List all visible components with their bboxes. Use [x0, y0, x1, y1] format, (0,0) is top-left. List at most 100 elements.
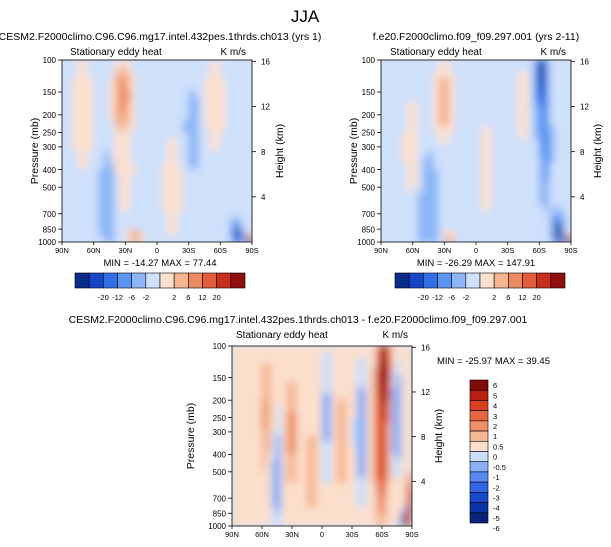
field-cell: [77, 223, 84, 231]
field-cell: [241, 483, 248, 491]
field-cell: [538, 150, 546, 158]
field-cell: [528, 65, 535, 73]
field-cell: [219, 168, 227, 176]
field-cell: [406, 199, 414, 207]
field-cell: [77, 217, 84, 225]
field-cell: [356, 387, 363, 395]
field-cell: [246, 507, 253, 515]
field-cell: [417, 144, 424, 152]
field-cell: [311, 513, 318, 521]
field-cell: [401, 393, 408, 401]
field-cell: [232, 375, 238, 383]
field-cell: [386, 387, 393, 395]
field-cell: [311, 435, 318, 443]
field-cell: [301, 381, 308, 389]
field-cell: [82, 126, 89, 134]
field-cell: [230, 174, 237, 182]
field-cell: [236, 417, 243, 425]
field-cell: [512, 168, 519, 176]
field-cell: [77, 180, 84, 188]
field-cell: [77, 77, 84, 85]
field-cell: [306, 453, 313, 461]
field-cell: [449, 83, 456, 91]
field-cell: [331, 399, 338, 407]
field-cell: [428, 89, 435, 97]
field-cell: [449, 65, 456, 73]
field-cell: [366, 357, 373, 365]
field-cell: [87, 101, 95, 110]
field-cell: [225, 211, 232, 219]
field-cell: [198, 162, 205, 170]
field-cell: [266, 513, 273, 521]
field-cell: [417, 199, 424, 207]
field-cell: [98, 186, 105, 194]
field-cell: [276, 477, 283, 485]
field-cell: [486, 192, 493, 201]
field-cell: [396, 156, 403, 164]
field-cell: [188, 192, 195, 201]
field-cell: [371, 411, 378, 419]
field-cell: [331, 363, 338, 371]
field-cell: [406, 114, 414, 122]
field-cell: [261, 513, 268, 521]
field-cell: [296, 363, 303, 371]
field-cell: [286, 513, 293, 521]
field-cell: [361, 399, 368, 407]
field-cell: [454, 60, 461, 67]
field-cell: [296, 357, 303, 365]
field-cell: [188, 168, 195, 176]
field-cell: [475, 65, 482, 73]
field-cell: [286, 477, 293, 485]
field-cell: [232, 369, 238, 377]
field-cell: [235, 95, 242, 103]
field-cell: [528, 223, 535, 231]
field-cell: [326, 459, 333, 467]
field-cell: [167, 83, 174, 91]
field-cell: [396, 174, 403, 182]
field-cell: [167, 235, 174, 242]
field-cell: [470, 174, 477, 182]
field-cell: [316, 435, 323, 443]
field-cell: [331, 441, 338, 449]
field-cell: [301, 477, 308, 485]
y-axis-label: Pressure (mb): [348, 118, 360, 185]
field-cell: [501, 168, 509, 176]
field-cell: [204, 108, 211, 116]
field-cell: [167, 186, 174, 194]
field-cell: [491, 114, 498, 122]
field-cell: [198, 150, 205, 158]
field-cell: [559, 217, 567, 225]
field-cell: [291, 346, 298, 353]
field-cell: [565, 101, 571, 110]
field-cell: [219, 199, 227, 207]
field-cell: [167, 217, 174, 225]
field-cell: [241, 471, 248, 479]
field-cell: [326, 435, 333, 443]
field-cell: [72, 144, 79, 152]
field-cell: [261, 435, 268, 443]
field-cell: [331, 465, 338, 473]
field-cell: [381, 162, 387, 170]
field-cell: [135, 114, 142, 122]
field-cell: [82, 211, 89, 219]
field-cell: [119, 199, 126, 207]
field-cell: [512, 180, 519, 188]
field-cell: [361, 411, 368, 419]
field-cell: [351, 447, 358, 455]
field-cell: [177, 132, 184, 140]
field-cell: [281, 513, 288, 521]
field-cell: [533, 144, 540, 152]
field-cell: [214, 126, 221, 134]
field-cell: [438, 205, 445, 213]
field-cell: [251, 441, 258, 449]
field-cell: [443, 168, 451, 176]
field-cell: [98, 168, 105, 176]
field-cell: [240, 71, 248, 79]
field-cell: [346, 489, 353, 497]
field-cell: [336, 513, 343, 521]
field-cell: [271, 369, 278, 377]
field-cell: [281, 346, 288, 353]
field-cell: [326, 465, 333, 473]
field-cell: [182, 156, 190, 164]
field-cell: [311, 387, 318, 395]
